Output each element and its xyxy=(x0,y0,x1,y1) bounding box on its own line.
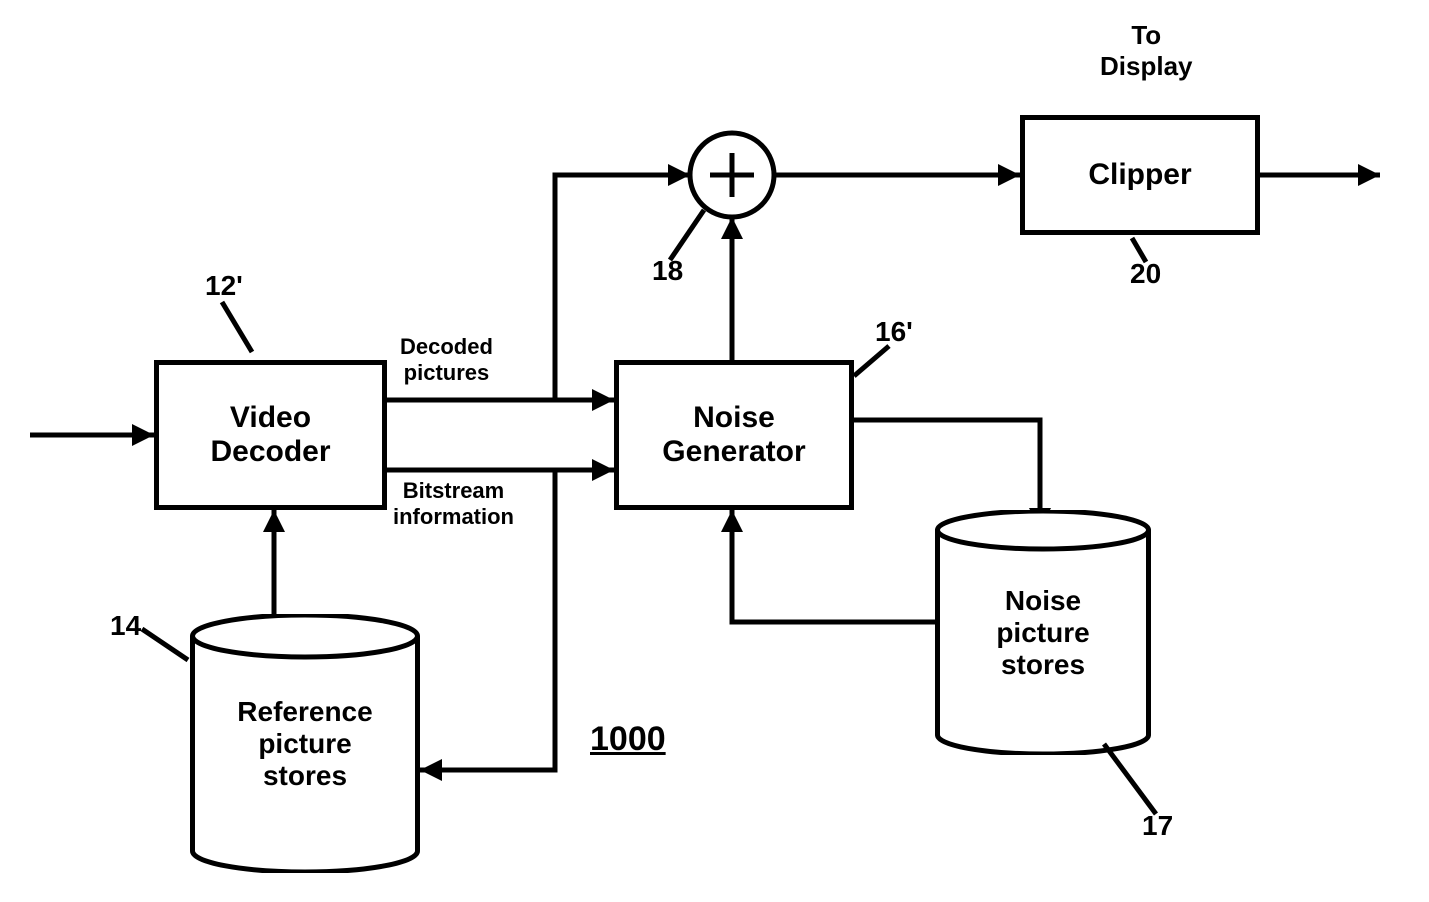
ref-label-16: 16' xyxy=(875,316,913,348)
bitstream-information-edge-label: Bitstreaminformation xyxy=(393,478,514,530)
noise-picture-stores-cylinder: Noisepicturestores xyxy=(935,510,1151,755)
reference-picture-stores-label: Referencepicturestores xyxy=(190,696,420,793)
ref-label-20: 20 xyxy=(1130,258,1161,290)
noise-generator-label: NoiseGenerator xyxy=(662,401,805,470)
diagram-stage: VideoDecoder NoiseGenerator Clipper Refe… xyxy=(0,0,1429,902)
ref-label-17: 17 xyxy=(1142,810,1173,842)
video-decoder-block: VideoDecoder xyxy=(154,360,387,510)
ref-label-12: 12' xyxy=(205,270,243,302)
decoded-pictures-edge-label: Decodedpictures xyxy=(400,334,493,386)
ref-label-14: 14 xyxy=(110,610,141,642)
ref-label-18: 18 xyxy=(652,255,683,287)
clipper-block: Clipper xyxy=(1020,115,1260,235)
video-decoder-label: VideoDecoder xyxy=(210,401,330,470)
noise-picture-stores-label: Noisepicturestores xyxy=(935,585,1151,682)
reference-picture-stores-cylinder: Referencepicturestores xyxy=(190,614,420,873)
to-display-label: ToDisplay xyxy=(1100,20,1193,82)
figure-number: 1000 xyxy=(590,720,666,759)
clipper-label: Clipper xyxy=(1088,158,1191,193)
noise-generator-block: NoiseGenerator xyxy=(614,360,854,510)
